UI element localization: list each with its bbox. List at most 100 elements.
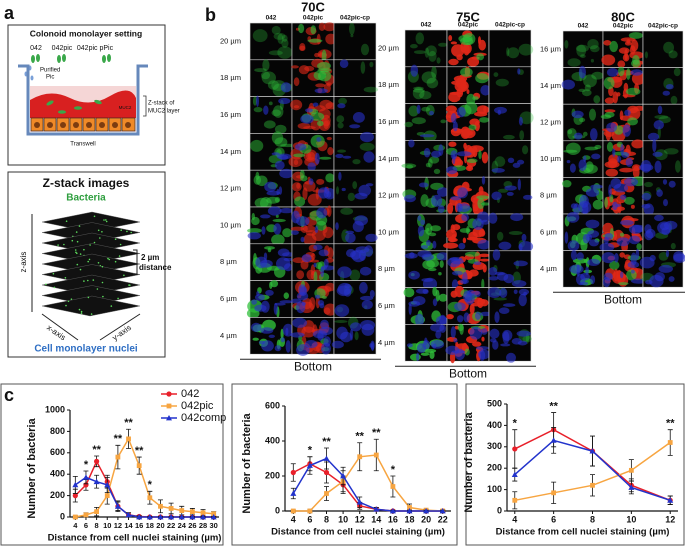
stain <box>291 230 299 236</box>
micrograph <box>333 22 377 61</box>
stain <box>274 124 287 134</box>
stain <box>588 239 599 247</box>
x-axis-title: Distance from cell nuclei staining (µm) <box>48 533 222 544</box>
stain <box>614 203 621 207</box>
stain <box>626 68 631 80</box>
bacteria-dot <box>67 300 70 303</box>
stain <box>564 231 569 244</box>
stain <box>280 337 285 343</box>
stain <box>624 177 638 187</box>
bacteria-dot <box>64 277 67 279</box>
stain <box>360 43 370 56</box>
stain <box>417 215 422 221</box>
column-header: 042pic-cp <box>648 23 678 30</box>
stain <box>580 54 586 59</box>
stain <box>314 225 319 233</box>
stain <box>631 224 646 233</box>
stain <box>463 44 470 56</box>
stain <box>326 136 332 141</box>
stain <box>313 262 317 268</box>
stain <box>308 178 314 186</box>
y-tick-label: 300 <box>487 441 502 451</box>
bacteria-dot <box>108 258 111 261</box>
stain <box>506 47 510 57</box>
stain <box>312 102 319 107</box>
stain <box>493 72 499 77</box>
stain <box>450 150 458 160</box>
row-label: 8 µm <box>220 257 237 266</box>
bacteria-label: Bacteria <box>66 193 106 204</box>
muc2-layer <box>30 90 136 118</box>
stain <box>408 270 420 280</box>
stain <box>316 137 322 142</box>
stain <box>620 271 624 279</box>
y-axis-title: Number of bacteria <box>26 417 38 518</box>
stain <box>285 327 289 336</box>
bacteria-dot <box>97 262 100 264</box>
stain <box>314 152 320 165</box>
stain <box>261 340 274 352</box>
stain <box>337 282 353 295</box>
stain <box>429 110 434 116</box>
stain <box>516 330 531 337</box>
marker <box>166 391 172 397</box>
stain <box>273 32 286 40</box>
stain <box>630 69 643 76</box>
stain <box>585 161 594 173</box>
significance: ** <box>549 400 558 412</box>
stain <box>490 338 497 343</box>
stain <box>439 260 444 268</box>
strain-label: 042pic <box>52 45 73 52</box>
bacteria-dot <box>117 297 119 300</box>
stain <box>430 340 445 349</box>
bacteria-dot <box>123 274 125 277</box>
y-axis-title: Number of bacteria <box>463 411 475 512</box>
stain <box>312 330 327 339</box>
x-tick-label: 8 <box>590 514 595 524</box>
stain <box>298 65 310 75</box>
stain <box>601 252 616 264</box>
stain <box>473 290 481 298</box>
row-label: 20 µm <box>220 36 241 45</box>
bacteria-dot <box>88 258 91 261</box>
bacteria-dot <box>93 215 96 218</box>
stain <box>654 115 669 119</box>
stain <box>614 252 619 263</box>
x-tick-label: 10 <box>626 514 636 524</box>
stain <box>456 202 463 213</box>
stain <box>410 44 418 49</box>
stain <box>416 352 420 362</box>
stain <box>587 258 600 266</box>
significance: ** <box>135 445 144 457</box>
stain <box>413 86 424 91</box>
column-header: 042pic-cp <box>340 15 370 22</box>
stain <box>345 232 356 243</box>
stain <box>337 266 352 279</box>
stain <box>314 88 328 94</box>
stain <box>479 258 490 262</box>
stain <box>361 323 375 336</box>
row-label: 10 µm <box>220 220 241 229</box>
stain <box>477 297 484 309</box>
y-tick-label: 500 <box>487 398 502 408</box>
stain <box>517 178 521 191</box>
stain <box>507 157 515 163</box>
stain <box>412 87 425 100</box>
zstack-sheets <box>41 211 141 317</box>
stain <box>567 129 573 135</box>
stain <box>288 156 303 168</box>
stain <box>426 259 439 268</box>
x-tick-label: 24 <box>178 521 187 530</box>
stain <box>521 233 527 242</box>
bacteria-dot <box>105 220 108 223</box>
stain <box>487 287 502 298</box>
micrograph <box>642 67 684 105</box>
stain <box>318 156 332 160</box>
stain <box>369 61 374 68</box>
distance-bracket <box>133 249 138 275</box>
stain <box>281 38 289 48</box>
marker <box>628 484 635 490</box>
stain <box>478 253 491 258</box>
stain <box>436 57 441 64</box>
